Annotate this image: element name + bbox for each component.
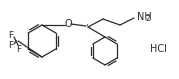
Text: NH: NH bbox=[137, 12, 152, 22]
Text: F: F bbox=[8, 30, 14, 40]
Text: HCl: HCl bbox=[150, 44, 166, 54]
Text: 2: 2 bbox=[146, 14, 150, 23]
Text: F: F bbox=[16, 46, 21, 55]
Text: O: O bbox=[64, 19, 72, 29]
Text: F: F bbox=[8, 41, 14, 50]
Text: ,: , bbox=[86, 18, 88, 26]
